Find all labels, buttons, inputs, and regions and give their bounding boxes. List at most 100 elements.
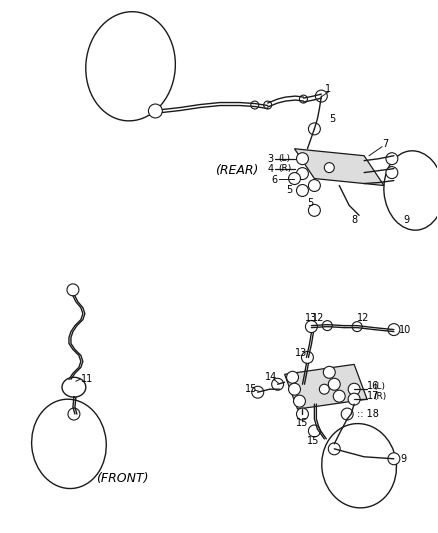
Circle shape — [308, 180, 320, 191]
Circle shape — [304, 353, 311, 361]
Circle shape — [350, 385, 358, 393]
Circle shape — [286, 372, 298, 383]
Circle shape — [386, 167, 398, 179]
Circle shape — [301, 351, 314, 364]
Text: 13: 13 — [294, 349, 307, 359]
Circle shape — [341, 408, 353, 420]
Circle shape — [289, 383, 300, 395]
Circle shape — [305, 321, 318, 333]
Circle shape — [69, 286, 77, 294]
Circle shape — [328, 443, 340, 455]
Text: (R): (R) — [279, 164, 292, 173]
Text: 3: 3 — [268, 154, 274, 164]
Text: 16: 16 — [367, 381, 379, 391]
Circle shape — [318, 92, 325, 100]
Text: (L): (L) — [373, 382, 385, 391]
Circle shape — [148, 104, 162, 118]
Text: 15: 15 — [307, 436, 320, 446]
Circle shape — [150, 106, 160, 116]
Text: 5: 5 — [307, 198, 314, 208]
Circle shape — [272, 378, 283, 390]
Circle shape — [254, 388, 262, 396]
Circle shape — [388, 324, 400, 336]
Text: :: 18: :: 18 — [357, 409, 379, 419]
Circle shape — [298, 155, 307, 163]
Text: 1: 1 — [325, 84, 332, 94]
Circle shape — [333, 390, 345, 402]
Circle shape — [251, 101, 259, 109]
Polygon shape — [285, 365, 367, 409]
Text: 15: 15 — [245, 384, 257, 394]
Circle shape — [311, 206, 318, 214]
Circle shape — [330, 445, 338, 453]
Text: 11: 11 — [81, 374, 93, 384]
Circle shape — [390, 455, 398, 463]
Text: 7: 7 — [382, 139, 388, 149]
Circle shape — [308, 123, 320, 135]
Circle shape — [323, 366, 335, 378]
Text: 8: 8 — [351, 215, 357, 225]
Text: 6: 6 — [272, 174, 278, 184]
Circle shape — [308, 204, 320, 216]
Circle shape — [290, 385, 298, 393]
Circle shape — [296, 397, 304, 405]
Polygon shape — [294, 149, 384, 185]
Circle shape — [330, 380, 338, 388]
Circle shape — [67, 284, 79, 296]
Circle shape — [388, 453, 400, 465]
Text: 12: 12 — [357, 313, 370, 322]
Text: 5: 5 — [329, 114, 336, 124]
Circle shape — [298, 169, 307, 177]
Circle shape — [352, 321, 362, 332]
Circle shape — [324, 163, 334, 173]
Text: 4: 4 — [268, 164, 274, 174]
Text: 9: 9 — [404, 215, 410, 225]
Circle shape — [311, 125, 318, 133]
Circle shape — [390, 326, 398, 334]
Circle shape — [68, 408, 80, 420]
Circle shape — [297, 168, 308, 180]
Text: 10: 10 — [399, 325, 411, 335]
Circle shape — [297, 184, 308, 197]
Circle shape — [307, 322, 315, 330]
Circle shape — [252, 386, 264, 398]
Circle shape — [311, 427, 318, 435]
Text: 14: 14 — [265, 372, 277, 382]
Circle shape — [350, 395, 358, 403]
Text: (R): (R) — [373, 392, 386, 401]
Circle shape — [343, 410, 351, 418]
Circle shape — [298, 410, 307, 418]
Circle shape — [322, 321, 332, 330]
Circle shape — [70, 410, 78, 418]
Circle shape — [315, 90, 327, 102]
Circle shape — [298, 187, 307, 195]
Circle shape — [264, 101, 272, 109]
Circle shape — [319, 384, 329, 394]
Circle shape — [328, 378, 340, 390]
Text: 13: 13 — [304, 313, 317, 322]
Circle shape — [325, 368, 333, 376]
Circle shape — [289, 373, 297, 381]
Circle shape — [274, 380, 282, 388]
Text: (FRONT): (FRONT) — [96, 472, 148, 485]
Circle shape — [293, 395, 305, 407]
Circle shape — [308, 425, 320, 437]
Circle shape — [335, 392, 343, 400]
Circle shape — [290, 175, 298, 182]
Circle shape — [386, 153, 398, 165]
Circle shape — [388, 155, 396, 163]
Circle shape — [297, 153, 308, 165]
Circle shape — [348, 383, 360, 395]
Text: 17: 17 — [367, 391, 379, 401]
Circle shape — [289, 173, 300, 184]
Text: 12: 12 — [312, 313, 325, 322]
Circle shape — [300, 95, 307, 103]
Circle shape — [297, 408, 308, 420]
Text: 5: 5 — [286, 185, 293, 196]
Text: (L): (L) — [279, 154, 291, 163]
Circle shape — [388, 168, 396, 176]
Text: 15: 15 — [296, 418, 308, 428]
Text: 9: 9 — [401, 454, 407, 464]
Circle shape — [311, 182, 318, 190]
Text: (REAR): (REAR) — [215, 164, 258, 177]
